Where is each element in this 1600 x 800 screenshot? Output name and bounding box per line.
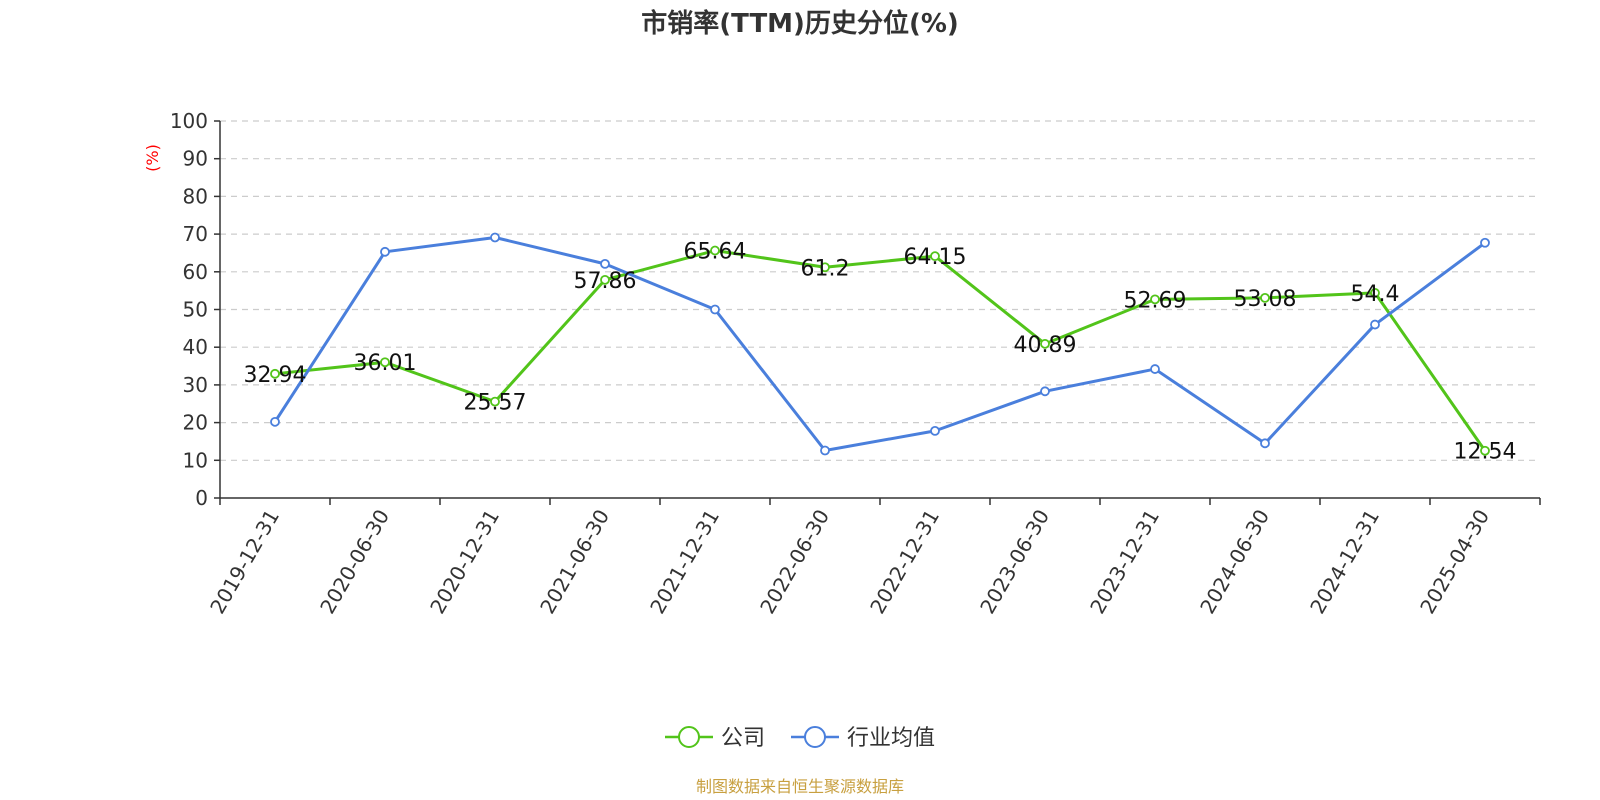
series-line-1 (274, 249, 1487, 452)
y-tick-label: 10 (183, 448, 208, 472)
data-point[interactable] (1260, 438, 1270, 449)
data-point[interactable] (600, 258, 610, 269)
data-label: 61.2 (801, 256, 850, 281)
data-label: 57.86 (574, 269, 637, 294)
legend-label: 行业均值 (847, 726, 935, 751)
x-tick-label: 2021-06-30 (535, 505, 614, 618)
legend-item-2[interactable]: 行业均值 (791, 726, 935, 751)
source-note: 制图数据来自恒生聚源数据库 (696, 777, 904, 796)
y-tick-label: 100 (170, 109, 208, 133)
data-point[interactable] (710, 304, 720, 315)
data-point[interactable] (1040, 386, 1050, 397)
y-tick-label: 70 (183, 222, 208, 246)
data-labels: 32.94 36.01 25.57 57.86 65.64 61.2 64.15 40.89 5… (244, 240, 1517, 465)
chart-title: 市销率(TTM)历史分位(%) (641, 8, 959, 39)
x-tick-label: 2025-04-30 (1415, 505, 1494, 618)
x-tick-label: 2024-12-31 (1305, 505, 1384, 618)
data-label: 36.01 (354, 351, 417, 376)
data-point[interactable] (270, 416, 280, 427)
legend[interactable]: 公司 行业均值 (665, 726, 935, 751)
x-tick-label: 2019-12-31 (205, 505, 284, 618)
y-tick-label: 0 (195, 486, 208, 510)
series-line-2 (273, 235, 1486, 452)
data-point[interactable] (1150, 364, 1160, 374)
data-point[interactable] (930, 251, 940, 262)
data-point[interactable] (1040, 338, 1050, 349)
y-tick-label: 80 (183, 184, 208, 208)
y-tick-label: 40 (183, 335, 208, 359)
data-point[interactable] (380, 246, 390, 257)
data-point[interactable] (490, 232, 500, 243)
x-tick-label: 2020-06-30 (315, 505, 394, 618)
x-tick-label: 2023-06-30 (975, 505, 1054, 618)
x-tick-label: 2023-12-31 (1085, 505, 1164, 618)
data-label: 65.64 (684, 240, 747, 265)
x-tick-label: 2021-12-31 (645, 505, 724, 618)
data-point[interactable] (490, 396, 500, 407)
legend-marker (678, 726, 700, 748)
data-point[interactable] (1480, 445, 1490, 456)
data-label: 52.69 (1124, 288, 1187, 313)
y-tick-label: 90 (183, 147, 208, 171)
data-point[interactable] (380, 357, 390, 368)
data-point[interactable] (820, 445, 830, 456)
data-point[interactable] (1370, 319, 1380, 330)
data-label: 25.57 (464, 391, 527, 416)
y-tick-label: 50 (183, 298, 208, 322)
x-tick-label: 2024-06-30 (1195, 505, 1274, 618)
gridlines (220, 120, 1540, 461)
data-point[interactable] (600, 274, 610, 285)
data-point[interactable] (1480, 237, 1490, 248)
x-tick-label: 2020-12-31 (425, 505, 504, 618)
data-point[interactable] (1150, 294, 1160, 305)
data-point[interactable] (270, 368, 280, 379)
data-label: 40.89 (1014, 333, 1077, 358)
x-tick-label: 2022-12-31 (865, 505, 944, 618)
y-tick-label: 20 (183, 411, 208, 435)
legend-label: 公司 (721, 726, 765, 751)
legend-marker (804, 726, 826, 748)
y-tick-label: 60 (183, 260, 208, 284)
x-tick-label: 2022-06-30 (755, 505, 834, 618)
data-label: 32.94 (244, 363, 307, 388)
data-point[interactable] (820, 262, 830, 273)
y-axis-label: (%) (143, 144, 162, 172)
legend-item-1[interactable]: 公司 (665, 726, 765, 751)
data-point[interactable] (930, 425, 940, 436)
data-label: 12.54 (1454, 440, 1517, 465)
y-tick-label: 30 (183, 373, 208, 397)
data-label: 54.4 (1351, 282, 1400, 307)
series-lines (270, 232, 1490, 456)
data-point[interactable] (1370, 288, 1380, 298)
data-point[interactable] (710, 245, 720, 256)
data-point[interactable] (1260, 292, 1270, 303)
data-label: 64.15 (904, 245, 967, 270)
data-label: 53.08 (1234, 287, 1297, 312)
